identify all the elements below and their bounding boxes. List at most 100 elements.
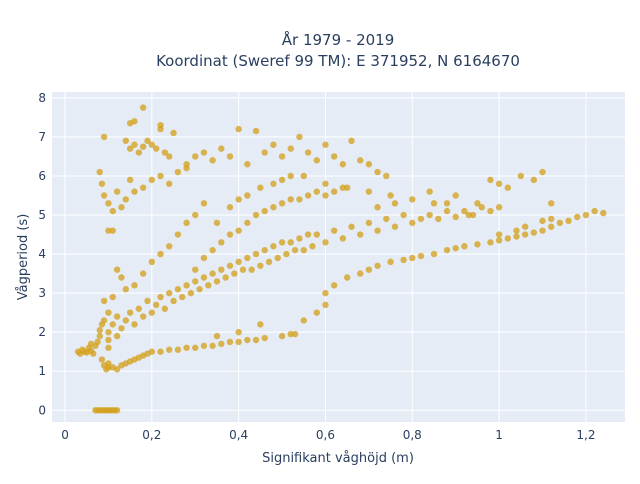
scatter-point bbox=[270, 180, 277, 187]
scatter-point bbox=[111, 407, 119, 414]
scatter-point bbox=[261, 334, 268, 342]
scatter-point bbox=[113, 188, 121, 195]
y-axis-title: Vågperiod (s) bbox=[16, 214, 31, 301]
scatter-point bbox=[252, 250, 260, 258]
scatter-point bbox=[452, 213, 459, 221]
scatter-point bbox=[517, 172, 525, 180]
scatter-point bbox=[252, 127, 260, 135]
scatter-point bbox=[313, 309, 320, 316]
scatter-point bbox=[339, 235, 347, 242]
scatter-point bbox=[105, 309, 112, 316]
scatter-point bbox=[213, 219, 221, 227]
scatter-point bbox=[248, 266, 255, 273]
scatter-point bbox=[122, 196, 129, 203]
scatter-point bbox=[278, 153, 286, 160]
scatter-point bbox=[209, 342, 216, 350]
scatter-point bbox=[274, 254, 281, 262]
x-axis-title: Signifikant våghöjd (m) bbox=[262, 451, 414, 466]
scatter-point bbox=[548, 223, 555, 230]
scatter-point bbox=[409, 254, 416, 262]
scatter-point bbox=[257, 262, 264, 269]
scatter-point bbox=[213, 332, 221, 340]
scatter-point bbox=[235, 125, 242, 133]
scatter-point bbox=[426, 188, 433, 195]
scatter-point bbox=[322, 180, 329, 187]
x-tick-label: 0 bbox=[61, 428, 69, 442]
scatter-point bbox=[495, 231, 503, 238]
scatter-point bbox=[131, 188, 138, 195]
scatter-point bbox=[330, 282, 338, 289]
scatter-point bbox=[105, 360, 112, 367]
scatter-point bbox=[109, 293, 116, 301]
scatter-point bbox=[374, 227, 381, 234]
scatter-point bbox=[291, 330, 299, 338]
scatter-point bbox=[478, 204, 485, 211]
scatter-point bbox=[452, 192, 459, 199]
scatter-point bbox=[539, 168, 546, 176]
scatter-point bbox=[417, 215, 425, 223]
scatter-point bbox=[474, 200, 481, 207]
scatter-point bbox=[131, 118, 138, 125]
scatter-point bbox=[218, 340, 225, 348]
scatter-point bbox=[113, 266, 121, 273]
scatter-point bbox=[530, 229, 538, 236]
scatter-point bbox=[365, 266, 373, 273]
scatter-point bbox=[126, 145, 134, 152]
x-tick-label: 0,6 bbox=[316, 428, 335, 442]
scatter-point bbox=[283, 250, 290, 258]
chart-title-line2: Koordinat (Sweref 99 TM): E 371952, N 61… bbox=[156, 52, 520, 70]
scatter-point bbox=[131, 321, 138, 328]
scatter-point bbox=[157, 172, 164, 180]
scatter-point bbox=[474, 241, 481, 248]
scatter-point bbox=[183, 344, 190, 351]
scatter-point bbox=[261, 246, 268, 254]
scatter-point bbox=[287, 145, 294, 152]
scatter-point bbox=[495, 204, 503, 211]
scatter-point bbox=[174, 231, 182, 238]
scatter-point bbox=[374, 262, 381, 269]
scatter-point bbox=[135, 149, 143, 156]
scatter-point bbox=[235, 258, 242, 266]
scatter-point bbox=[278, 176, 286, 184]
scatter-point bbox=[235, 338, 242, 346]
scatter-point bbox=[521, 231, 529, 238]
scatter-point bbox=[365, 188, 373, 195]
scatter-point bbox=[309, 243, 316, 250]
scatter-point bbox=[157, 293, 164, 301]
scatter-point bbox=[287, 239, 294, 246]
scatter-point bbox=[304, 231, 312, 238]
scatter-point bbox=[330, 227, 338, 234]
scatter-point bbox=[322, 289, 329, 297]
scatter-point bbox=[357, 231, 364, 238]
scatter-point bbox=[148, 348, 156, 355]
scatter-point bbox=[170, 129, 177, 137]
scatter-point bbox=[213, 278, 221, 285]
scatter-point bbox=[304, 192, 312, 199]
scatter-point bbox=[465, 211, 472, 219]
scatter-point bbox=[426, 211, 433, 219]
scatter-point bbox=[239, 266, 247, 273]
scatter-point bbox=[357, 157, 364, 164]
scatter-point bbox=[166, 243, 173, 250]
scatter-point bbox=[183, 219, 190, 227]
scatter-point bbox=[109, 321, 116, 328]
scatter-point bbox=[166, 180, 173, 187]
scatter-point bbox=[205, 282, 212, 289]
scatter-point bbox=[270, 204, 277, 211]
scatter-point bbox=[409, 219, 416, 227]
scatter-point bbox=[192, 266, 199, 273]
scatter-point bbox=[487, 239, 494, 246]
scatter-point bbox=[139, 313, 147, 320]
scatter-point bbox=[278, 200, 286, 207]
scatter-point bbox=[461, 207, 468, 215]
scatter-point bbox=[330, 153, 338, 160]
scatter-point bbox=[387, 258, 394, 266]
scatter-point bbox=[100, 133, 108, 141]
scatter-point bbox=[244, 192, 251, 199]
scatter-point bbox=[126, 309, 134, 316]
scatter-point bbox=[174, 168, 182, 176]
scatter-point bbox=[452, 245, 459, 252]
scatter-point bbox=[565, 217, 572, 225]
scatter-point bbox=[187, 289, 195, 297]
